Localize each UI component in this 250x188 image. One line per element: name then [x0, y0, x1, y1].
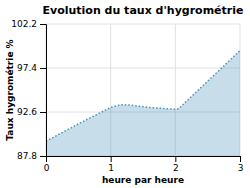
x-axis-tick-label: 3 — [238, 163, 244, 173]
y-axis-tick-label: 97.4 — [17, 63, 37, 73]
y-axis-tick: 87.8 — [17, 151, 46, 161]
y-axis-tick-label: 87.8 — [17, 151, 37, 161]
x-axis-tick: 1 — [108, 156, 114, 173]
marks — [46, 51, 240, 156]
area — [46, 51, 240, 156]
title: Evolution du taux d'hygrométrie — [43, 4, 244, 17]
x-axis: 0 1 2 3 — [44, 156, 244, 173]
grid-line-y — [46, 24, 240, 25]
x-axis-tick: 3 — [238, 156, 244, 173]
y-axis-tick-label: 92.6 — [17, 107, 37, 117]
chart: 0 1 2 3 87.8 92.6 97.4 102.2 Evolution du taux d… — [0, 0, 250, 188]
x-axis-tick-mark — [175, 156, 176, 162]
x-axis-tick-mark — [240, 156, 241, 162]
y-axis-tick-label: 102.2 — [11, 19, 37, 29]
y-axis-tick-mark — [40, 24, 46, 25]
line — [46, 51, 240, 142]
y-axis-tick-mark — [40, 112, 46, 113]
x-axis-tick: 2 — [173, 156, 179, 173]
x-axis-tick-label: 2 — [173, 163, 179, 173]
y-axis-title: Taux hygrométrie % — [5, 39, 15, 140]
y-axis-tick-mark — [40, 156, 46, 157]
y-axis-tick: 97.4 — [17, 63, 46, 73]
y-axis: 87.8 92.6 97.4 102.2 — [11, 19, 46, 161]
x-axis-tick-mark — [111, 156, 112, 162]
grid — [46, 24, 240, 156]
y-axis-line — [40, 25, 47, 157]
x-axis-tick: 0 — [44, 156, 50, 173]
x-axis-tick-label: 1 — [108, 163, 114, 173]
y-axis-tick: 92.6 — [17, 107, 46, 117]
x-axis-tick-label: 0 — [44, 163, 50, 173]
y-axis-tick-mark — [40, 68, 46, 69]
grid-line-y — [46, 68, 240, 69]
plot: 0 1 2 3 87.8 92.6 97.4 102.2 — [11, 19, 243, 173]
y-axis-tick: 102.2 — [11, 19, 46, 29]
x-axis-line — [47, 157, 241, 163]
x-axis-title: heure par heure — [102, 175, 184, 185]
